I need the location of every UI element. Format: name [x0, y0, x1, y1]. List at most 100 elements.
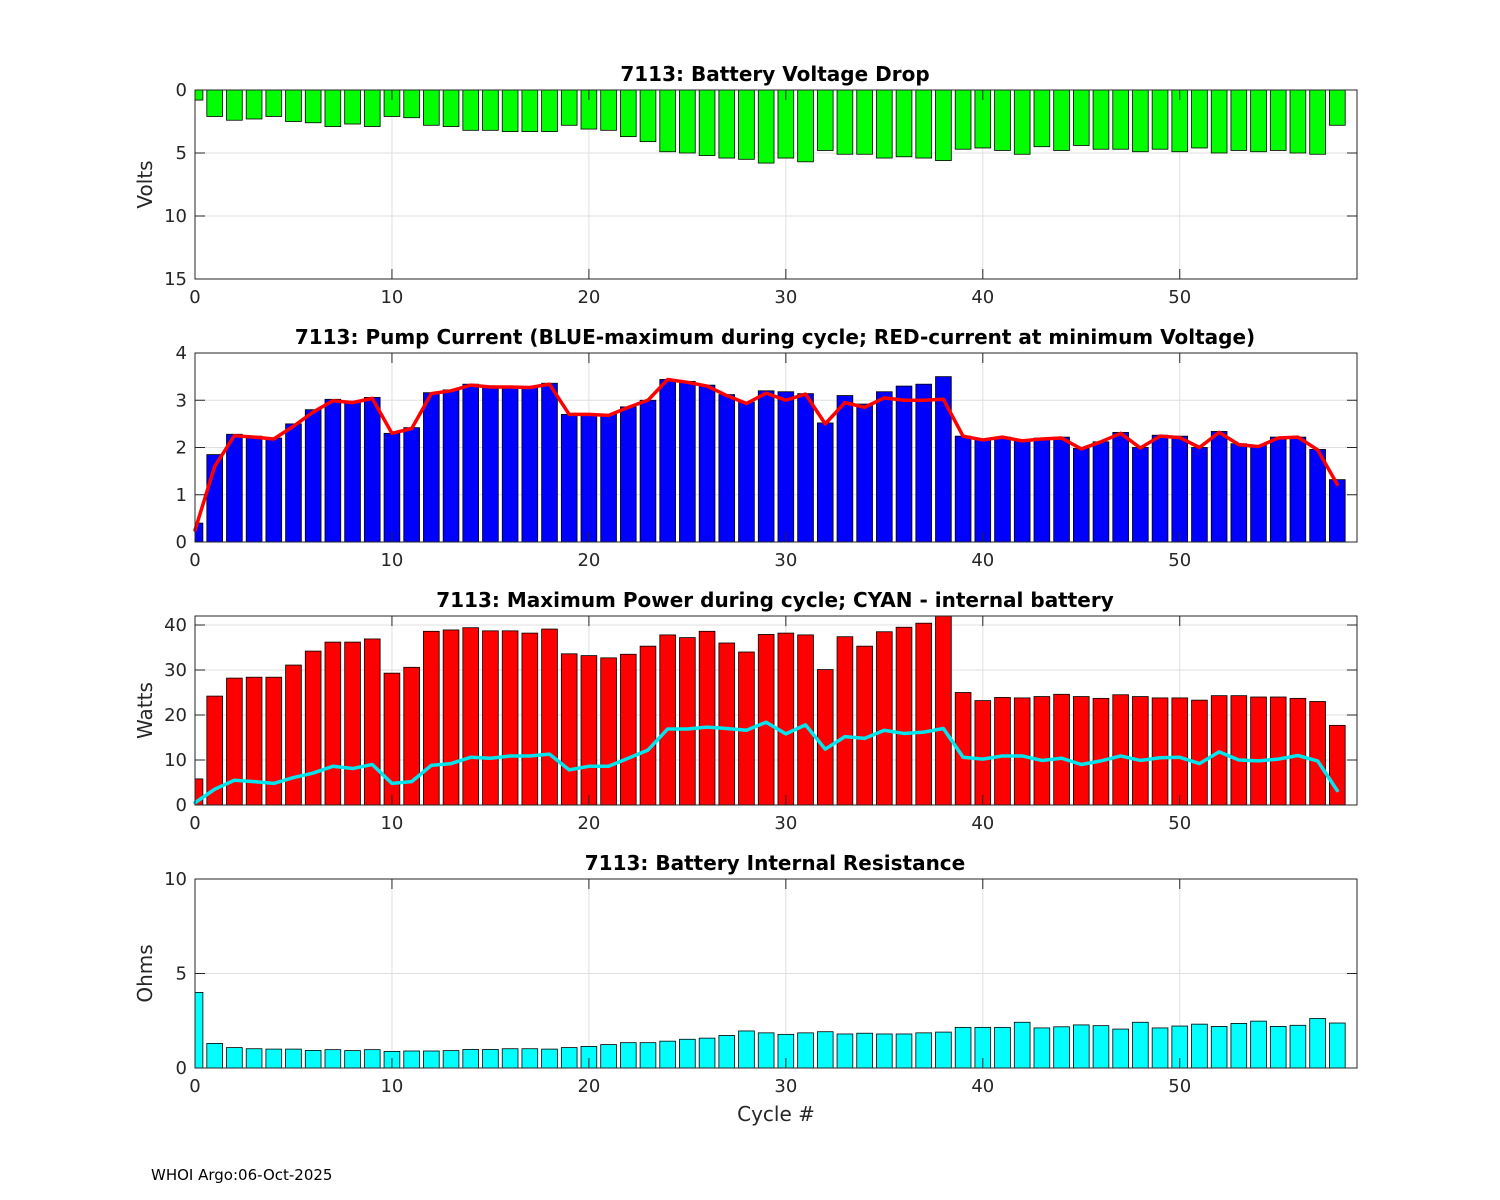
bar-cycle-58: [1329, 724, 1346, 806]
bar-cycle-25: [679, 89, 696, 154]
line-series-current-at-minimum-Voltage: [193, 377, 1340, 532]
bar-cycle-34: [856, 403, 873, 543]
bar-cycle-23: [639, 89, 657, 143]
bar-cycle-23: [639, 645, 657, 806]
bar-cycle-16: [501, 89, 519, 132]
bar-cycle-24: [659, 379, 676, 543]
bar-cycle-26: [698, 89, 716, 156]
bar-cycle-34: [856, 1032, 873, 1069]
x-tick-label: 30: [774, 287, 797, 308]
bar-cycle-29: [757, 390, 775, 543]
y-tick-label: 5: [176, 964, 187, 985]
y-axis-label: Watts: [133, 682, 157, 739]
bar-cycle-7: [324, 89, 342, 127]
axes-box: [194, 89, 1358, 280]
y-tick-label: 0: [176, 532, 187, 553]
y-tick-label: 4: [176, 343, 187, 364]
bar-cycle-4: [265, 437, 283, 543]
y-tick-label: 30: [164, 660, 187, 681]
bar-cycle-0: [194, 992, 204, 1069]
bar-cycle-9: [363, 397, 381, 543]
y-tick-label: 0: [176, 80, 187, 101]
bar-cycle-14: [462, 89, 480, 131]
footer-credit: WHOI Argo:06-Oct-2025: [151, 1166, 333, 1184]
bar-cycle-9: [363, 1049, 381, 1069]
bar-cycle-1: [206, 89, 223, 117]
chart-panel-2: 0 10 20 30 40 50 0 1 2 3 4 7113: Pump Current (BLUE…: [176, 325, 1358, 571]
bar-cycle-57: [1309, 701, 1326, 806]
bar-cycle-53: [1230, 1022, 1248, 1069]
y-tick-label: 3: [176, 390, 187, 411]
bar-cycle-4: [265, 676, 283, 806]
bar-cycle-28: [738, 89, 755, 160]
bar-cycle-51: [1191, 447, 1208, 543]
bar-cycle-38: [935, 615, 952, 806]
bar-cycle-5: [285, 423, 302, 543]
bar-cycle-31: [797, 89, 814, 163]
bar-cycle-56: [1289, 1024, 1307, 1069]
bar-cycle-46: [1092, 697, 1110, 806]
bar-cycle-33: [836, 395, 854, 543]
bar-cycle-24: [659, 89, 676, 153]
x-tick-label: 30: [774, 813, 797, 834]
bar-cycle-51: [1191, 699, 1208, 806]
bar-cycle-45: [1072, 448, 1090, 543]
bar-cycle-14: [462, 383, 480, 543]
bar-cycle-48: [1132, 89, 1149, 153]
chart-panel-4: 0 10 20 30 40 50 0 5 10 7113: Battery Internal Re…: [133, 851, 1358, 1126]
x-tick-label: 50: [1168, 813, 1191, 834]
bar-cycle-58: [1329, 1022, 1346, 1069]
bar-cycle-22: [620, 1042, 637, 1069]
bar-cycle-2: [226, 433, 243, 543]
bar-cycle-15: [482, 385, 499, 543]
bar-cycle-56: [1289, 436, 1307, 543]
x-tick-label: 20: [577, 287, 600, 308]
bar-cycle-47: [1112, 1028, 1129, 1069]
bar-cycle-15: [482, 1049, 499, 1069]
bar-cycle-0: [194, 89, 204, 101]
bar-cycle-38: [935, 89, 952, 161]
x-tick-label: 10: [380, 287, 403, 308]
bar-cycle-33: [836, 636, 854, 806]
bar-cycle-36: [895, 89, 913, 158]
x-tick-label: 30: [774, 1076, 797, 1097]
bar-cycle-56: [1289, 697, 1307, 806]
bar-cycle-13: [442, 1050, 460, 1069]
x-tick-label: 50: [1168, 550, 1191, 571]
bar-cycle-36: [895, 385, 913, 543]
y-tick-label: 5: [176, 143, 187, 164]
bar-cycle-38: [935, 1031, 952, 1069]
bar-cycle-57: [1309, 448, 1326, 543]
bar-cycle-16: [501, 385, 519, 543]
bar-cycle-2: [226, 1047, 243, 1069]
chart-title: 7113: Maximum Power during cycle; CYAN -…: [436, 588, 1114, 612]
bar-cycle-17: [521, 89, 539, 132]
bar-cycle-41: [994, 89, 1011, 151]
y-axis-label: Ohms: [133, 944, 157, 1002]
bar-cycle-13: [442, 629, 460, 806]
bar-cycle-26: [698, 1037, 716, 1069]
y-tick-label: 10: [164, 206, 187, 227]
bar-cycle-27: [718, 1035, 736, 1069]
bar-cycle-3: [245, 89, 263, 120]
bar-cycle-14: [462, 627, 480, 806]
axes-box: [194, 615, 1358, 806]
bar-cycle-13: [442, 89, 460, 127]
bar-cycle-36: [895, 1033, 913, 1069]
x-tick-label: 40: [971, 287, 994, 308]
y-tick-label: 2: [176, 438, 187, 459]
chart-panel-3: 0 10 20 30 40 50 0 10 20 30 40 7113: Maximum Power …: [133, 588, 1358, 834]
bar-cycle-33: [836, 1033, 854, 1069]
bar-cycle-29: [757, 89, 775, 164]
bar-cycle-40: [974, 700, 992, 806]
bar-cycle-25: [679, 1038, 696, 1069]
bar-cycle-36: [895, 626, 913, 806]
bar-cycle-3: [245, 1048, 263, 1069]
bar-cycle-47: [1112, 89, 1129, 150]
bar-cycle-55: [1269, 436, 1287, 543]
bar-cycle-19: [560, 653, 578, 806]
bar-cycle-54: [1250, 445, 1267, 543]
bar-cycle-24: [659, 634, 676, 806]
bar-cycle-31: [797, 634, 814, 806]
bar-cycle-52: [1210, 431, 1228, 543]
